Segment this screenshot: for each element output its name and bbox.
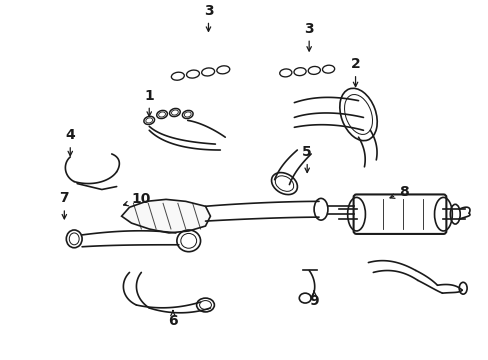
- Text: 6: 6: [168, 311, 177, 328]
- Text: 5: 5: [302, 145, 311, 172]
- Text: 3: 3: [304, 22, 313, 51]
- Text: 9: 9: [308, 291, 318, 308]
- Text: 1: 1: [144, 89, 154, 116]
- Text: 8: 8: [389, 185, 408, 199]
- Text: 3: 3: [203, 4, 213, 31]
- Polygon shape: [122, 199, 210, 233]
- Text: 10: 10: [123, 192, 151, 206]
- Text: 4: 4: [65, 128, 75, 156]
- Text: 2: 2: [350, 57, 360, 87]
- Text: 7: 7: [60, 191, 69, 219]
